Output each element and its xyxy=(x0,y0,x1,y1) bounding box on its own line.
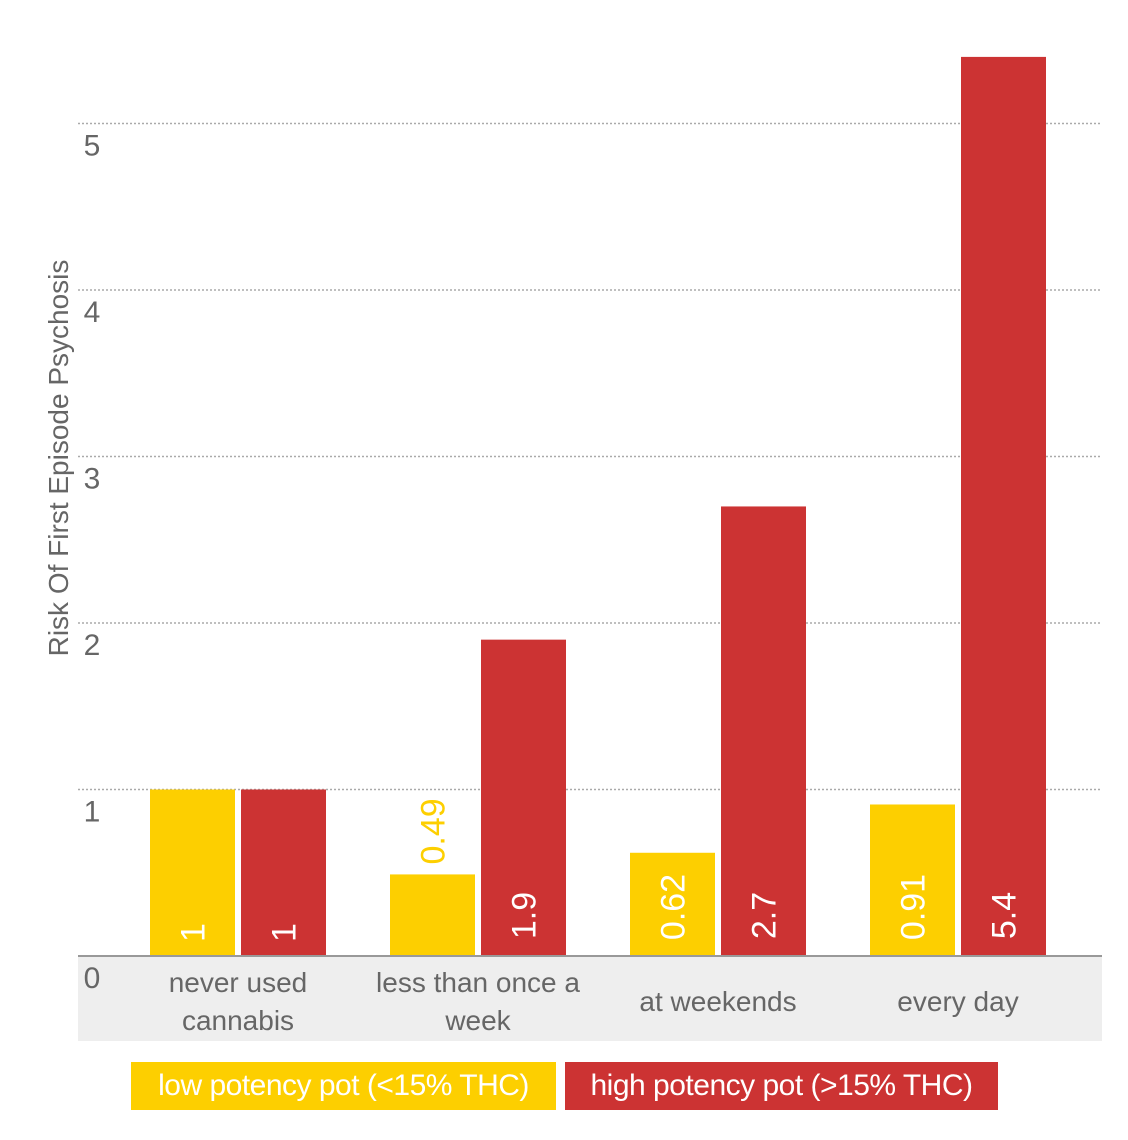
bar xyxy=(870,804,955,956)
bar xyxy=(961,56,1046,956)
y-tick-label: 5 xyxy=(84,130,101,163)
x-tick-label: cannabis xyxy=(182,1005,294,1036)
y-tick-label: 2 xyxy=(84,629,101,662)
bar xyxy=(241,789,326,956)
y-axis-label: Risk Of First Episode Psychosis xyxy=(43,260,74,657)
bar-value-label: 1 xyxy=(175,923,213,942)
bar-value-label: 0.62 xyxy=(655,874,693,940)
bar xyxy=(481,639,566,956)
gridlines xyxy=(78,122,1102,791)
bar-value-labels: 1 0.49 0.62 0.91 1 1.9 2.7 5.4 xyxy=(175,798,1024,942)
bar xyxy=(630,852,715,956)
legend-high-potency: high potency pot (>15% THC) xyxy=(565,1062,998,1110)
y-tick-label: 1 xyxy=(84,796,101,829)
x-tick-label: every day xyxy=(897,986,1018,1017)
x-tick-label: never used xyxy=(169,967,308,998)
bar xyxy=(390,874,475,956)
x-tick-labels: never used cannabis less than once a week at… xyxy=(169,967,1019,1036)
bar xyxy=(721,506,806,956)
bar-value-label: 5.4 xyxy=(986,892,1024,939)
bars xyxy=(150,56,1046,956)
bar-value-label: 0.49 xyxy=(415,798,453,864)
y-tick-labels: 0 1 2 3 4 5 xyxy=(84,130,101,996)
bar xyxy=(150,789,235,956)
bar-value-label: 1 xyxy=(266,923,304,942)
y-tick-label: 4 xyxy=(84,296,101,329)
bar-value-label: 0.91 xyxy=(895,874,933,940)
legend-low-potency: low potency pot (<15% THC) xyxy=(131,1062,556,1110)
x-tick-label: week xyxy=(444,1005,511,1036)
bar-value-label: 2.7 xyxy=(746,892,784,939)
y-tick-label: 0 xyxy=(84,962,101,995)
x-tick-label: less than once a xyxy=(376,967,580,998)
y-tick-label: 3 xyxy=(84,463,101,496)
bar-value-label: 1.9 xyxy=(506,892,544,939)
x-tick-label: at weekends xyxy=(639,986,796,1017)
category-axis-band xyxy=(78,957,1102,1041)
